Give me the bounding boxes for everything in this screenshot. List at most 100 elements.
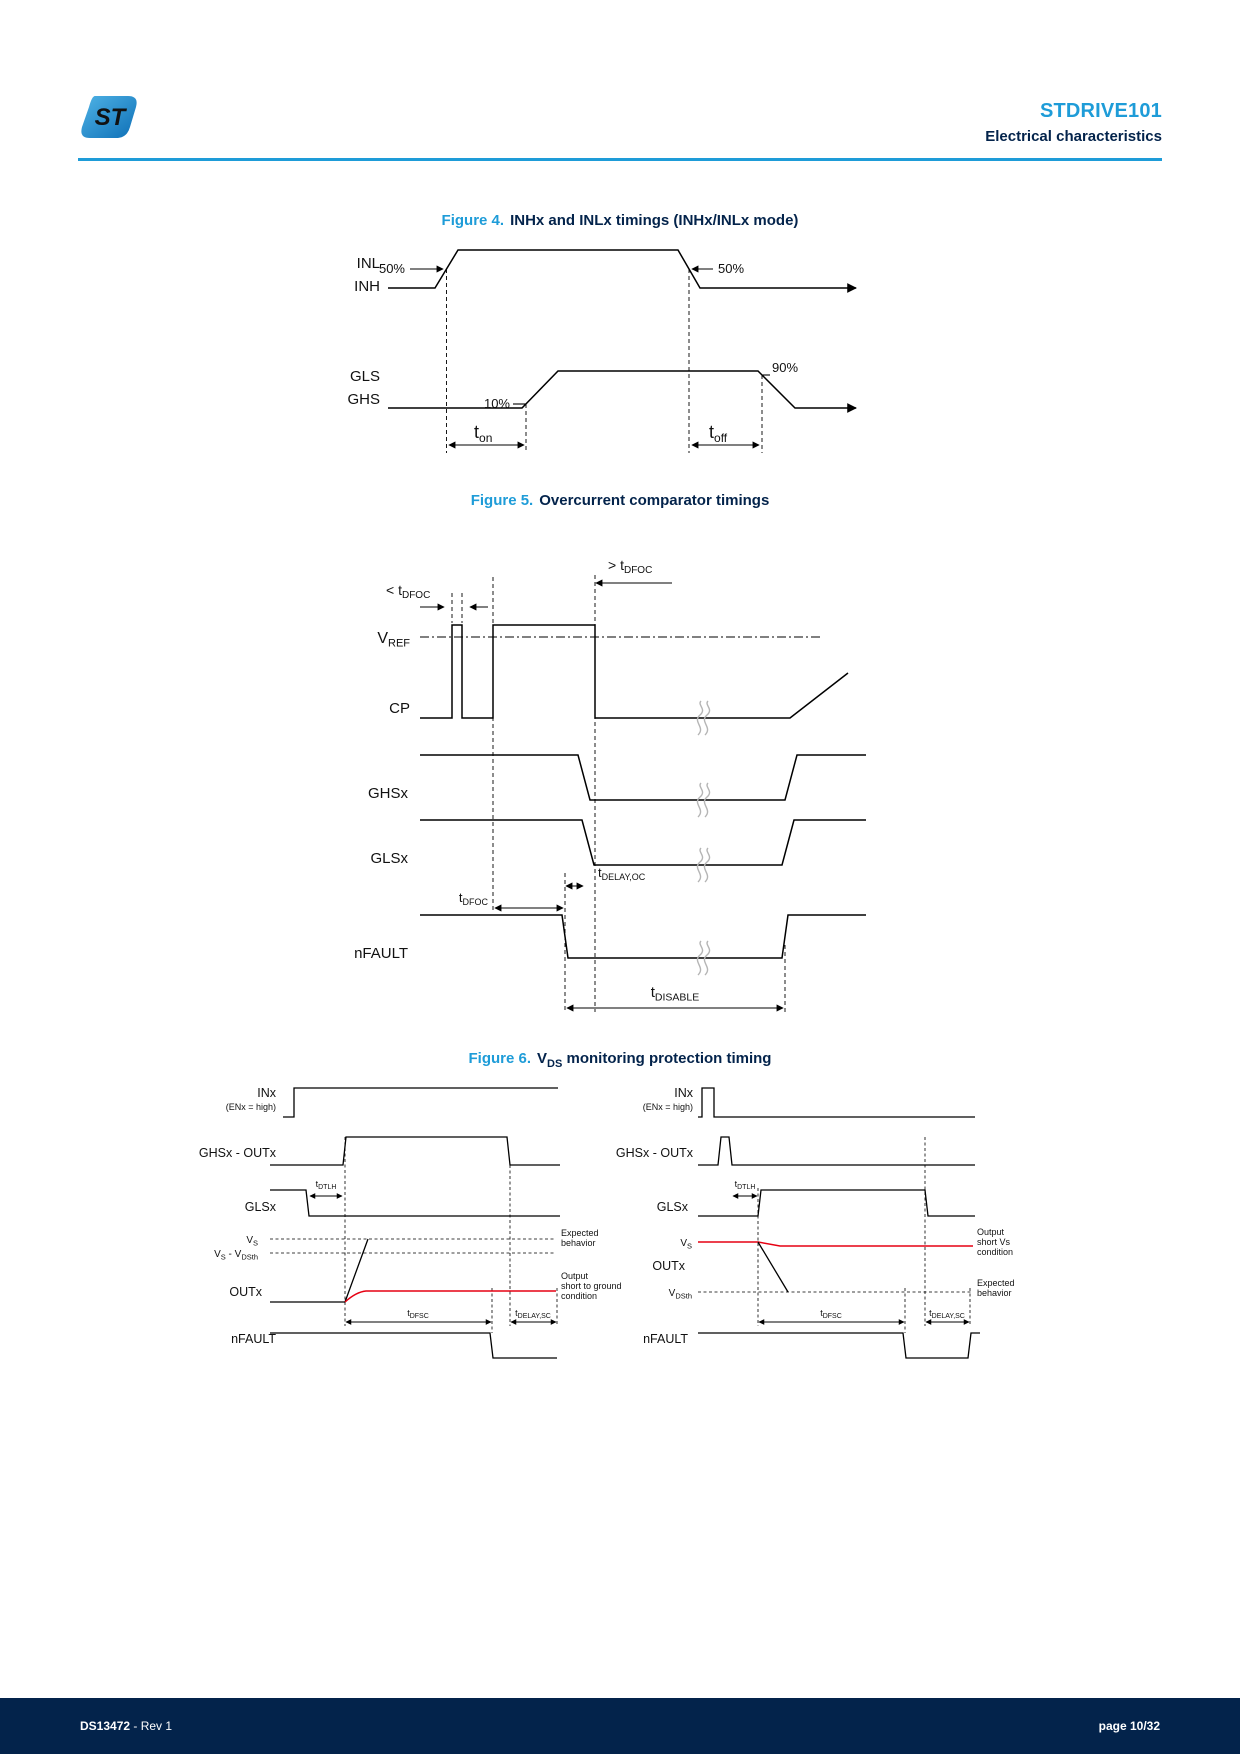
signal-label-ghsx-outx: GHSx - OUTx — [616, 1146, 694, 1160]
doc-number: DS13472 — [80, 1719, 131, 1733]
inx-waveform — [698, 1087, 975, 1118]
tdelay-oc-label: tDELAY,OC — [598, 865, 646, 882]
signal-label-ghsx-outx: GHSx - OUTx — [199, 1146, 277, 1160]
t-on-label: ton — [474, 422, 492, 445]
figure6-caption-subscript: DS — [547, 1058, 563, 1070]
signal-label-glsx: GLSx — [657, 1200, 689, 1214]
ghsx-outx-waveform — [270, 1136, 560, 1166]
glsx-waveform — [698, 1189, 975, 1217]
inl-inh-waveform — [388, 249, 857, 293]
signal-label-inx: INx — [257, 1086, 277, 1100]
page-footer: DS13472 - Rev 1 page 10/32 — [0, 1698, 1240, 1754]
tdtlh-label: tDTLH — [735, 1179, 756, 1191]
tdisable-label: tDISABLE — [651, 984, 700, 1004]
ghsx-outx-waveform — [698, 1136, 975, 1166]
signal-label-outx: OUTx — [229, 1285, 262, 1299]
figure5-caption: Figure 5. Overcurrent comparator timings — [0, 492, 1240, 509]
signal-label-nfault: nFAULT — [354, 945, 408, 962]
signal-label-inh: INH — [354, 278, 380, 295]
ghsx-waveform — [420, 754, 866, 801]
expected-behavior-note-line2: behavior — [561, 1238, 596, 1248]
tdfsc-label: tDFSC — [407, 1308, 429, 1320]
st-logo-shape — [81, 96, 137, 138]
short-vs-note-line1: Output — [977, 1227, 1005, 1237]
figure5-caption-number: Figure 5. — [470, 492, 534, 509]
tdfoc-label: tDFOC — [459, 890, 489, 907]
fig6-right-dashed-guides — [757, 1137, 971, 1333]
fig4-dashed-guides — [446, 269, 763, 453]
header-rule — [78, 158, 1162, 161]
short-vs-note-line2: short Vs — [977, 1237, 1011, 1247]
figure5-diagram: < tDFOC > tDFOC VREF CP GHSx GLSx tDELAY… — [354, 557, 866, 1012]
glsx-waveform — [420, 819, 866, 866]
nfault-waveform — [270, 1332, 557, 1359]
st-logo: ST — [81, 96, 137, 138]
signal-label-ghsx: GHSx — [368, 785, 409, 802]
expected-behavior-note-line1: Expected — [977, 1278, 1015, 1288]
tdtlh-label: tDTLH — [316, 1179, 337, 1191]
figure6-caption-title: V — [537, 1050, 548, 1067]
fig6-left-diagram: INx (ENx = high) GHSx - OUTx GLSx tDTLH … — [199, 1086, 622, 1359]
signal-label-outx: OUTx — [652, 1259, 685, 1273]
enx-note: (ENx = high) — [643, 1102, 693, 1112]
figure4-caption-title: INHx and INLx timings (INHx/INLx mode) — [510, 212, 799, 229]
signal-label-cp: CP — [389, 700, 410, 717]
signal-label-glsx: GLSx — [370, 850, 408, 867]
cp-waveform — [420, 624, 849, 719]
signal-label-nfault: nFAULT — [643, 1332, 688, 1346]
outx-short-waveform — [344, 1290, 556, 1303]
short-vs-note-line3: condition — [977, 1247, 1013, 1257]
tdfsc-label: tDFSC — [820, 1308, 842, 1320]
fig5-dashed-guides — [451, 575, 786, 1012]
inx-waveform — [283, 1087, 558, 1118]
vs-label: VS — [246, 1235, 258, 1248]
vdsth-label: VDSth — [669, 1288, 692, 1301]
label-10: 10% — [484, 396, 510, 411]
fig6-left-dashed-guides — [344, 1137, 558, 1333]
t-off-label: toff — [709, 422, 728, 445]
label-90: 90% — [772, 360, 798, 375]
short-to-ground-note-line2: short to ground — [561, 1281, 622, 1291]
section-title: Electrical characteristics — [985, 128, 1162, 145]
expected-behavior-note-line2: behavior — [977, 1288, 1012, 1298]
outx-expected-waveform — [757, 1241, 789, 1293]
gls-ghs-waveform — [388, 370, 857, 413]
nfault-waveform — [420, 914, 866, 959]
doc-revision: - Rev 1 — [130, 1719, 173, 1733]
signal-label-ghs: GHS — [347, 391, 380, 408]
gt-tdfoc-label: > tDFOC — [608, 557, 652, 576]
vref-label: VREF — [377, 630, 410, 650]
glsx-waveform — [270, 1189, 560, 1217]
signal-label-inl: INL — [357, 255, 380, 272]
figure6-caption: Figure 6. VDS monitoring protection timin… — [0, 1050, 1240, 1070]
vs-short-waveform — [698, 1241, 973, 1247]
page-number: page 10/32 — [1098, 1719, 1160, 1733]
doc-reference: DS13472 - Rev 1 — [80, 1719, 172, 1733]
vs-vdsth-label: VS - VDSth — [214, 1249, 258, 1262]
figure6-diagram: INx (ENx = high) GHSx - OUTx GLSx tDTLH … — [199, 1086, 1015, 1359]
lt-tdfoc-label: < tDFOC — [386, 582, 430, 601]
label-50-left: 50% — [379, 261, 405, 276]
signal-label-gls: GLS — [350, 368, 380, 385]
nfault-waveform — [698, 1332, 980, 1359]
figure4-caption: Figure 4. INHx and INLx timings (INHx/INL… — [0, 212, 1240, 229]
figure6-caption-number: Figure 6. — [468, 1050, 532, 1067]
figure4-diagram: INL INH 50% 50% GLS GHS 10% 90% ton toff — [347, 249, 857, 453]
short-to-ground-note-line1: Output — [561, 1271, 589, 1281]
signal-label-glsx: GLSx — [245, 1200, 277, 1214]
product-title: STDRIVE101 — [1039, 100, 1162, 122]
signal-label-inx: INx — [674, 1086, 694, 1100]
enx-note: (ENx = high) — [226, 1102, 276, 1112]
figure5-caption-title: Overcurrent comparator timings — [539, 492, 770, 509]
tdelay-sc-label: tDELAY,SC — [515, 1308, 551, 1320]
figure6-caption-title-rest: monitoring protection timing — [562, 1050, 772, 1067]
expected-behavior-note-line1: Expected — [561, 1228, 599, 1238]
page-header: STDRIVE101 Electrical characteristics — [985, 100, 1162, 145]
break-marks — [696, 700, 711, 976]
vs-label: VS — [680, 1238, 692, 1251]
short-to-ground-note-line3: condition — [561, 1291, 597, 1301]
outx-expected-waveform — [270, 1238, 369, 1303]
st-logo-text: ST — [95, 104, 128, 131]
fig6-right-diagram: INx (ENx = high) GHSx - OUTx GLSx tDTLH … — [616, 1086, 1015, 1359]
signal-label-nfault: nFAULT — [231, 1332, 276, 1346]
